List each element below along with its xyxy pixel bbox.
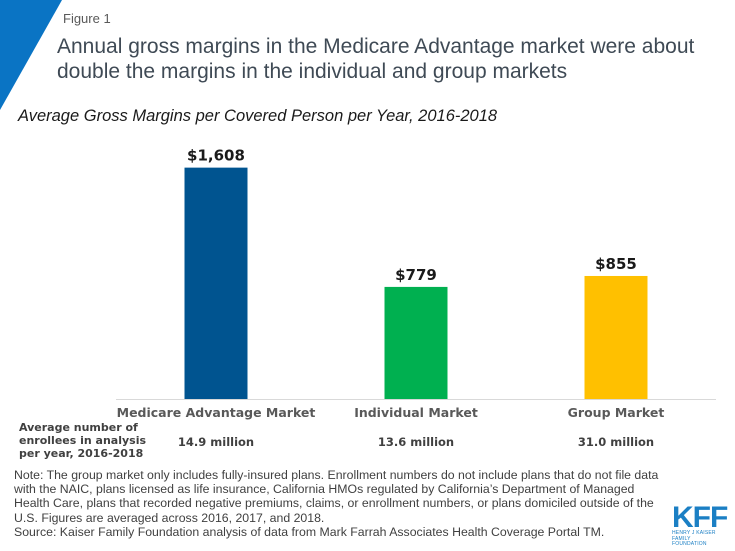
category-label-group: Group Market xyxy=(568,405,665,420)
source-text: Source: Kaiser Family Foundation analysi… xyxy=(14,524,605,539)
value-label-group: $855 xyxy=(595,255,637,273)
enrollees-medicare: 14.9 million xyxy=(177,435,255,449)
corner-accent-shape xyxy=(0,0,62,110)
bar-medicare-advantage xyxy=(184,167,248,399)
kff-logo: KFF HENRY J KAISER FAMILY FOUNDATION xyxy=(672,501,728,548)
bar-individual xyxy=(384,286,448,399)
category-label-individual: Individual Market xyxy=(354,405,478,420)
enrollees-heading: Average number of enrollees in analysis … xyxy=(19,421,147,460)
footnote: Note: The group market only includes ful… xyxy=(14,468,664,539)
figure-title: Annual gross margins in the Medicare Adv… xyxy=(57,35,695,83)
figure-label: Figure 1 xyxy=(63,11,111,26)
chart-subtitle: Average Gross Margins per Covered Person… xyxy=(18,107,498,125)
note-text: Note: The group market only includes ful… xyxy=(14,468,659,525)
value-label-medicare-advantage: $1,608 xyxy=(187,147,245,165)
kff-logo-line1: HENRY J KAISER xyxy=(672,530,716,536)
kff-logo-line2: FAMILY FOUNDATION xyxy=(672,535,707,547)
enrollees-group: 31.0 million xyxy=(577,435,655,449)
category-label-medicare-advantage: Medicare Advantage Market xyxy=(117,405,316,420)
value-label-individual: $779 xyxy=(395,266,437,284)
kff-logo-mark: KFF xyxy=(672,501,728,534)
enrollees-individual: 13.6 million xyxy=(377,435,455,449)
bar-group xyxy=(584,275,648,399)
